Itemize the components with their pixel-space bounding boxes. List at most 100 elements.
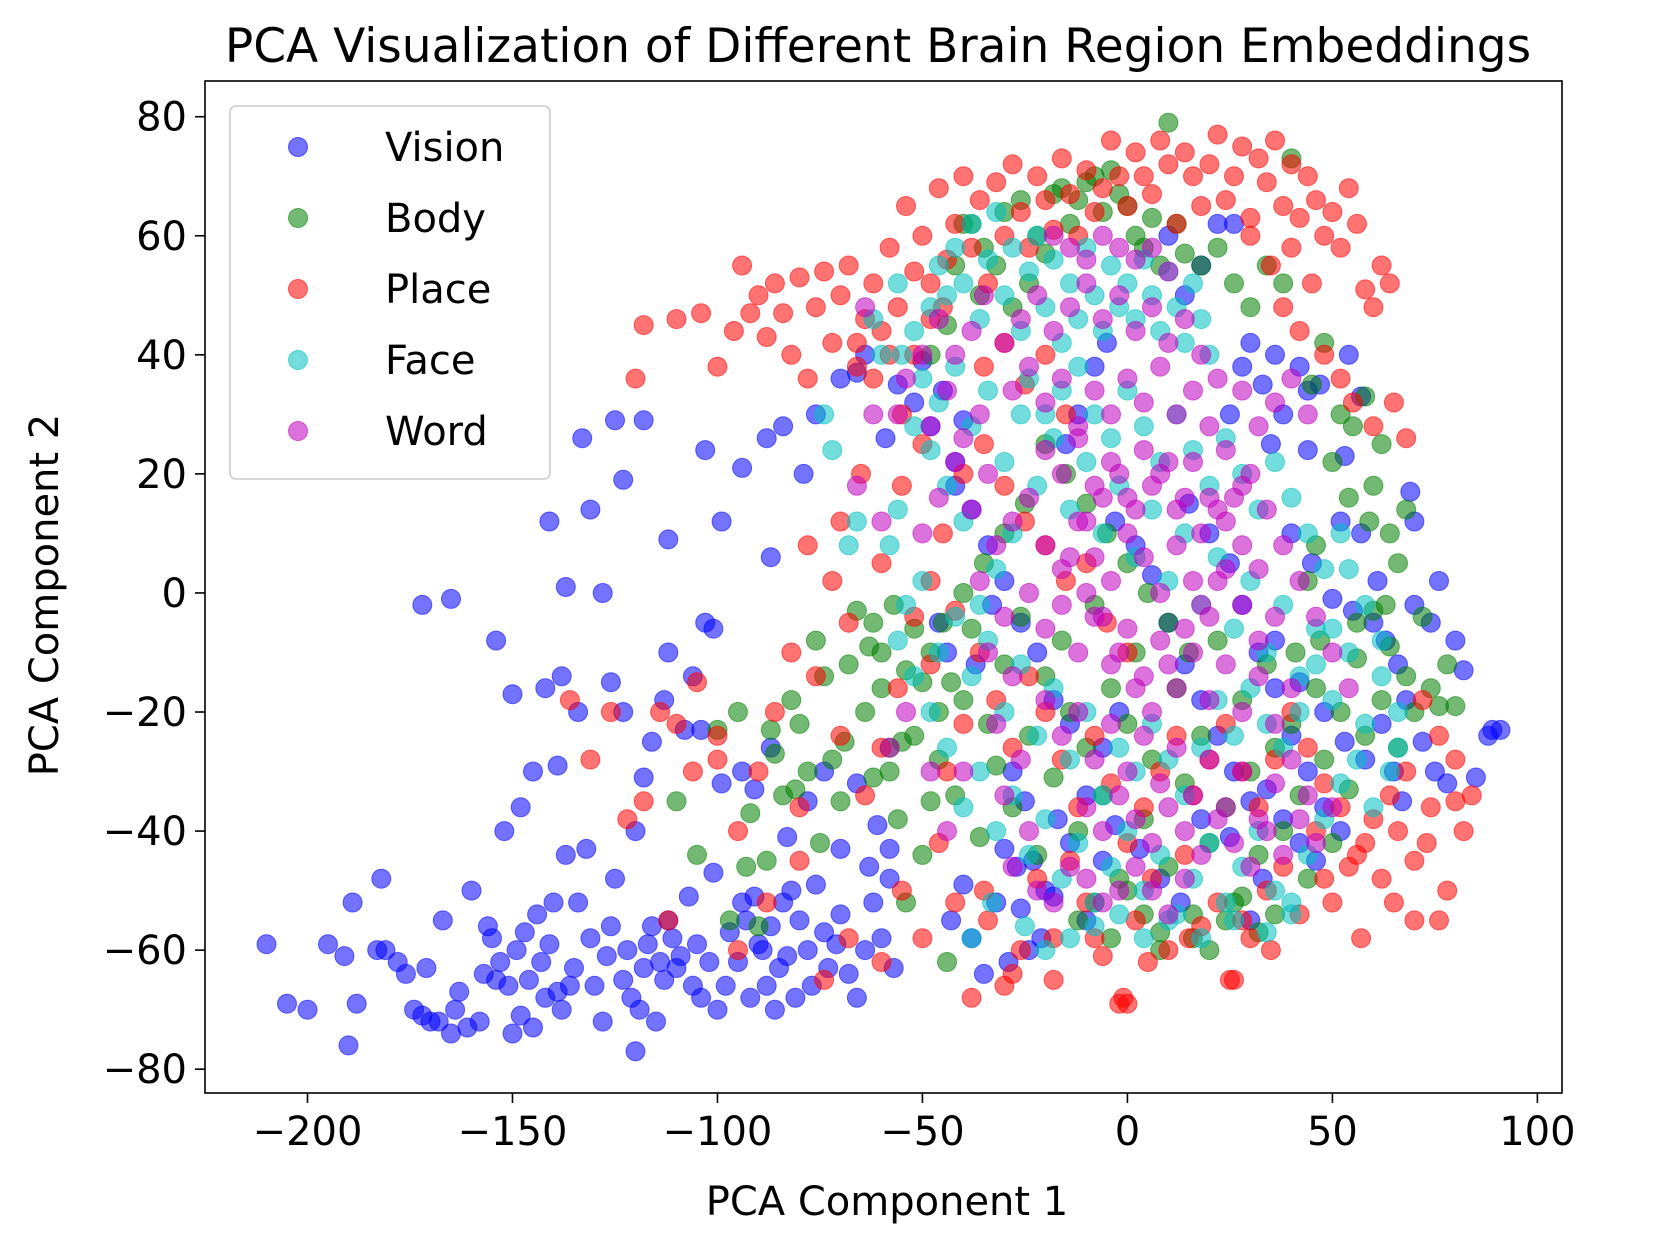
scatter-point (814, 969, 835, 990)
scatter-point (654, 969, 675, 990)
scatter-point (1306, 654, 1326, 675)
scatter-point (502, 1023, 523, 1044)
scatter-point (703, 862, 724, 883)
scatter-point (576, 838, 597, 859)
scatter-point (510, 1005, 531, 1026)
legend-marker-face (288, 350, 308, 370)
scatter-point (1199, 749, 1220, 770)
scatter-point (1289, 207, 1310, 228)
scatter-point (1027, 285, 1048, 306)
scatter-point (986, 535, 1007, 556)
scatter-point (752, 940, 773, 961)
scatter-point (1281, 154, 1302, 175)
legend-marker-place (288, 279, 308, 299)
scatter-point (1166, 678, 1187, 699)
scatter-point (490, 952, 511, 972)
scatter-point (1330, 237, 1351, 258)
scatter-point (781, 344, 802, 365)
scatter-point (961, 213, 982, 234)
scatter-point (523, 761, 543, 782)
scatter-point (969, 404, 990, 425)
scatter-point (1051, 463, 1072, 484)
scatter-point (855, 702, 876, 722)
scatter-point (912, 523, 933, 544)
scatter-point (346, 993, 367, 1014)
scatter-point (1142, 184, 1162, 205)
scatter-point (572, 428, 593, 449)
scatter-point (1347, 844, 1367, 865)
scatter-point (875, 428, 896, 449)
scatter-point (838, 654, 859, 675)
scatter-point (510, 797, 531, 818)
scatter-point (514, 922, 535, 943)
scatter-point (1060, 749, 1080, 770)
scatter-point (838, 535, 859, 556)
scatter-point (830, 838, 851, 859)
scatter-point (953, 583, 974, 603)
scatter-point (1043, 969, 1064, 990)
scatter-point (486, 630, 507, 651)
scatter-point (1199, 690, 1220, 711)
scatter-point (1101, 404, 1121, 425)
scatter-point (879, 237, 900, 258)
scatter-point (1355, 279, 1376, 300)
scatter-point (625, 1041, 646, 1062)
scatter-point (596, 946, 617, 967)
scatter-point (1035, 190, 1056, 211)
scatter-point (805, 666, 826, 687)
scatter-point (805, 630, 826, 651)
scatter-point (1224, 910, 1244, 931)
scatter-point (1388, 737, 1408, 758)
scatter-point (973, 434, 994, 455)
scatter-point (920, 416, 941, 437)
scatter-point (1404, 850, 1425, 871)
scatter-point (1191, 196, 1212, 216)
scatter-point (1289, 571, 1310, 591)
scatter-point (666, 713, 687, 734)
scatter-point (715, 975, 736, 996)
x-tick-label: −150 (458, 1109, 568, 1155)
scatter-point (617, 809, 638, 830)
scatter-point (699, 952, 720, 972)
scatter-point (1265, 713, 1285, 734)
scatter-point (1281, 892, 1302, 913)
scatter-point (1301, 273, 1322, 294)
scatter-point (912, 571, 933, 591)
scatter-point (961, 321, 982, 341)
scatter-point (1133, 928, 1154, 949)
scatter-point (1035, 618, 1056, 639)
scatter-point (928, 309, 949, 330)
scatter-point (1150, 130, 1171, 151)
scatter-point (1076, 249, 1097, 270)
scatter-point (703, 618, 724, 639)
scatter-point (1256, 172, 1277, 193)
scatter-point (1273, 297, 1294, 318)
scatter-point (1158, 452, 1179, 472)
scatter-point (678, 886, 699, 907)
scatter-point (1256, 922, 1277, 943)
scatter-point (1002, 666, 1023, 687)
x-tick-label: −50 (880, 1109, 964, 1155)
scatter-point (1043, 225, 1064, 246)
scatter-point (1174, 309, 1195, 330)
scatter-point (1084, 749, 1105, 770)
scatter-point (1183, 380, 1203, 401)
scatter-point (613, 969, 634, 990)
scatter-point (1027, 880, 1048, 901)
y-tick-label: 20 (136, 452, 187, 498)
scatter-point (764, 273, 785, 294)
scatter-point (1101, 428, 1121, 449)
scatter-point (1019, 356, 1039, 377)
scatter-point (1174, 243, 1195, 264)
scatter-point (1133, 416, 1154, 437)
scatter-point (781, 642, 802, 663)
scatter-point (1191, 844, 1212, 865)
scatter-point (1142, 297, 1162, 318)
scatter-point (1035, 809, 1056, 830)
scatter-point (920, 761, 941, 782)
scatter-point (887, 809, 908, 830)
scatter-point (527, 904, 548, 925)
scatter-point (1092, 225, 1113, 246)
scatter-point (1191, 344, 1212, 365)
scatter-point (1338, 678, 1359, 699)
